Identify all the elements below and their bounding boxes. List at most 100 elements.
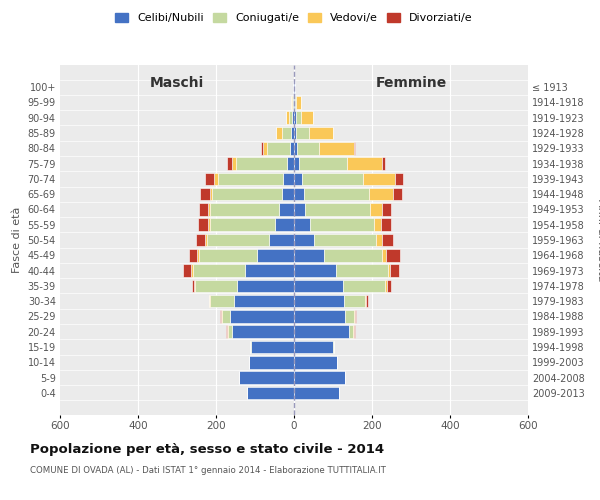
Bar: [293, 81, 294, 94]
Bar: [292, 96, 293, 108]
Bar: [310, 218, 374, 231]
Bar: [281, 188, 294, 200]
Bar: [193, 264, 245, 277]
Bar: [297, 142, 319, 154]
Bar: [291, 127, 294, 140]
Bar: [294, 158, 299, 170]
Bar: [344, 310, 355, 322]
Bar: [294, 356, 337, 368]
Bar: [294, 112, 296, 124]
Bar: [188, 249, 197, 262]
Bar: [239, 372, 294, 384]
Bar: [212, 188, 281, 200]
Bar: [382, 234, 392, 246]
Bar: [261, 142, 263, 154]
Bar: [232, 326, 294, 338]
Bar: [294, 310, 344, 322]
Bar: [395, 172, 403, 185]
Bar: [235, 158, 287, 170]
Bar: [291, 96, 292, 108]
Bar: [209, 295, 210, 308]
Bar: [370, 203, 382, 215]
Bar: [355, 310, 356, 322]
Bar: [343, 280, 385, 292]
Bar: [199, 203, 208, 215]
Bar: [382, 203, 391, 215]
Bar: [197, 249, 199, 262]
Bar: [238, 280, 294, 292]
Bar: [305, 203, 370, 215]
Bar: [210, 218, 275, 231]
Bar: [221, 310, 222, 322]
Bar: [353, 326, 354, 338]
Bar: [227, 158, 232, 170]
Bar: [333, 340, 334, 353]
Y-axis label: Fasce di età: Fasce di età: [12, 207, 22, 273]
Bar: [392, 188, 403, 200]
Bar: [293, 96, 294, 108]
Bar: [210, 188, 212, 200]
Bar: [325, 249, 382, 262]
Bar: [208, 218, 210, 231]
Bar: [269, 234, 294, 246]
Bar: [230, 310, 294, 322]
Bar: [301, 112, 313, 124]
Bar: [192, 280, 194, 292]
Bar: [389, 264, 400, 277]
Bar: [194, 280, 238, 292]
Bar: [214, 172, 218, 185]
Y-axis label: Anni di nascita: Anni di nascita: [596, 198, 600, 281]
Bar: [226, 326, 227, 338]
Bar: [294, 340, 333, 353]
Bar: [294, 188, 304, 200]
Bar: [354, 326, 355, 338]
Bar: [382, 158, 385, 170]
Bar: [210, 203, 279, 215]
Bar: [294, 372, 344, 384]
Bar: [295, 96, 296, 108]
Bar: [365, 295, 366, 308]
Bar: [286, 112, 289, 124]
Bar: [294, 218, 310, 231]
Bar: [245, 264, 294, 277]
Bar: [257, 249, 294, 262]
Bar: [228, 326, 232, 338]
Bar: [292, 112, 294, 124]
Bar: [369, 188, 392, 200]
Bar: [388, 264, 389, 277]
Bar: [222, 310, 230, 322]
Bar: [296, 127, 309, 140]
Bar: [233, 295, 294, 308]
Bar: [304, 188, 369, 200]
Bar: [347, 158, 382, 170]
Bar: [279, 203, 294, 215]
Bar: [200, 188, 210, 200]
Legend: Celibi/Nubili, Coniugati/e, Vedovi/e, Divorziati/e: Celibi/Nubili, Coniugati/e, Vedovi/e, Di…: [113, 10, 475, 26]
Bar: [294, 96, 295, 108]
Bar: [314, 234, 376, 246]
Bar: [268, 142, 290, 154]
Bar: [275, 127, 281, 140]
Bar: [294, 234, 314, 246]
Text: Maschi: Maschi: [150, 76, 204, 90]
Bar: [294, 386, 339, 399]
Bar: [249, 356, 294, 368]
Bar: [199, 249, 257, 262]
Bar: [183, 264, 191, 277]
Text: COMUNE DI OVADA (AL) - Dati ISTAT 1° gennaio 2014 - Elaborazione TUTTITALIA.IT: COMUNE DI OVADA (AL) - Dati ISTAT 1° gen…: [30, 466, 386, 475]
Bar: [275, 218, 294, 231]
Bar: [296, 112, 301, 124]
Bar: [208, 203, 210, 215]
Bar: [366, 295, 368, 308]
Bar: [289, 112, 292, 124]
Bar: [218, 172, 283, 185]
Bar: [386, 249, 400, 262]
Bar: [294, 295, 344, 308]
Bar: [210, 295, 233, 308]
Bar: [232, 158, 235, 170]
Bar: [294, 172, 302, 185]
Bar: [287, 158, 294, 170]
Bar: [247, 386, 294, 399]
Bar: [302, 172, 364, 185]
Bar: [196, 234, 205, 246]
